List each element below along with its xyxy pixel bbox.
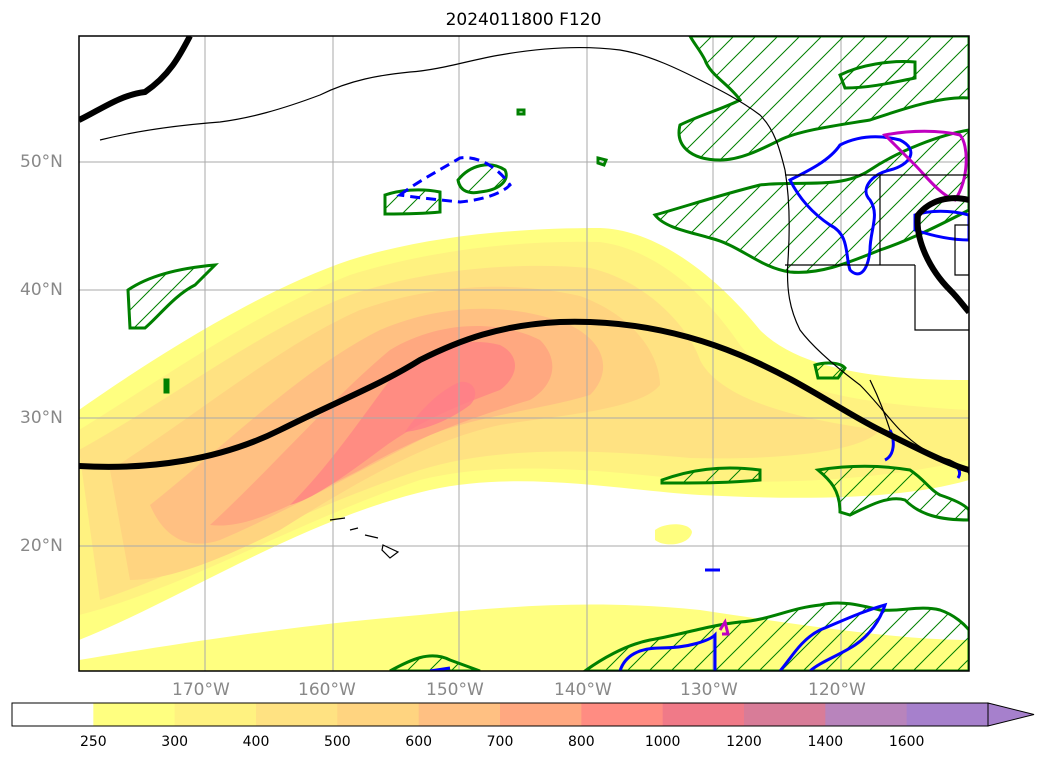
green-dot-1: [163, 378, 170, 394]
green-region-west: [126, 263, 219, 330]
map-layers: [79, 36, 969, 671]
colorbar-segment: [744, 703, 826, 726]
lon-label-160w: 160°W: [298, 680, 356, 700]
colorbar-segment: [93, 703, 176, 726]
map-frame: [78, 35, 970, 672]
shade-band-1000: [405, 381, 476, 432]
colorbar-tick-label: 1600: [888, 734, 925, 750]
coastline-hawaii: [329, 517, 400, 559]
colorbar-tick-label: 300: [161, 734, 189, 750]
green-region-tropics: [389, 601, 969, 671]
lat-label-30n: 30°N: [20, 408, 63, 428]
blue-contour-pnw: [787, 135, 913, 276]
blue-contour-interior: [913, 209, 969, 242]
colorbar-tick-label: 700: [486, 734, 514, 750]
blue-contours: [396, 135, 969, 671]
colorbar-segment: [581, 703, 664, 726]
lon-label-120w: 120°W: [808, 680, 866, 700]
green-region-central: [660, 466, 762, 485]
colorbar-segment: [500, 703, 582, 726]
coastline-alaska: [99, 46, 786, 171]
lat-label-50n: 50°N: [20, 152, 63, 172]
shade-blob-small: [655, 524, 692, 545]
colorbar: [11, 702, 1035, 727]
colorbar-tick-label: 800: [567, 734, 595, 750]
green-region-gulf-aleutian: [383, 188, 442, 216]
colorbar-tick-label: 250: [79, 734, 107, 750]
colorbar-tick-label: 400: [242, 734, 270, 750]
colorbar-segment: [337, 703, 420, 726]
green-hatched-contours: [126, 36, 969, 671]
shaded-field: [79, 228, 969, 671]
graticule: [79, 36, 969, 671]
colorbar-segment: [256, 703, 338, 726]
magenta-contour-small: [718, 618, 730, 636]
colorbar-tick-label: 1400: [807, 734, 844, 750]
height-contour-main: [79, 318, 969, 473]
coastline-baja: [869, 379, 891, 431]
lon-label-130w: 130°W: [680, 680, 738, 700]
colorbar-outline: [11, 702, 989, 727]
colorbar-tick-label: 1200: [726, 734, 762, 750]
green-region-canada: [838, 60, 917, 90]
green-region-mexico: [814, 464, 969, 522]
height-contour-east: [914, 195, 969, 315]
colorbar-tick-label: 500: [323, 734, 351, 750]
lat-label-40n: 40°N: [20, 280, 63, 300]
lon-label-140w: 140°W: [554, 680, 612, 700]
lon-label-150w: 150°W: [426, 680, 484, 700]
lat-label-20n: 20°N: [20, 536, 63, 556]
blue-contour-dashed-gulf: [396, 156, 512, 204]
lon-label-170w: 170°W: [172, 680, 230, 700]
colorbar-segment: [825, 703, 908, 726]
colorbar-segment: [906, 703, 989, 726]
colorbar-extend-arrow: [987, 702, 1035, 727]
green-region-pnw: [652, 128, 969, 274]
colorbar-segment: [662, 703, 745, 726]
green-dot-2: [596, 156, 609, 167]
map-title: 2024011800 F120: [445, 10, 602, 30]
green-region-alaska-south: [456, 163, 508, 195]
state-borders: [785, 174, 969, 331]
colorbar-tick-label: 600: [405, 734, 433, 750]
colorbar-segment: [12, 703, 94, 726]
height-contours: [79, 36, 969, 473]
green-dot-3: [516, 108, 526, 116]
height-contour-northwest: [79, 36, 193, 123]
colorbar-segment: [418, 703, 501, 726]
coastlines: [99, 46, 969, 559]
colorbar-tick-label: 1000: [644, 734, 681, 750]
colorbar-segment: [174, 703, 257, 726]
coastline-westcoast: [784, 169, 969, 476]
